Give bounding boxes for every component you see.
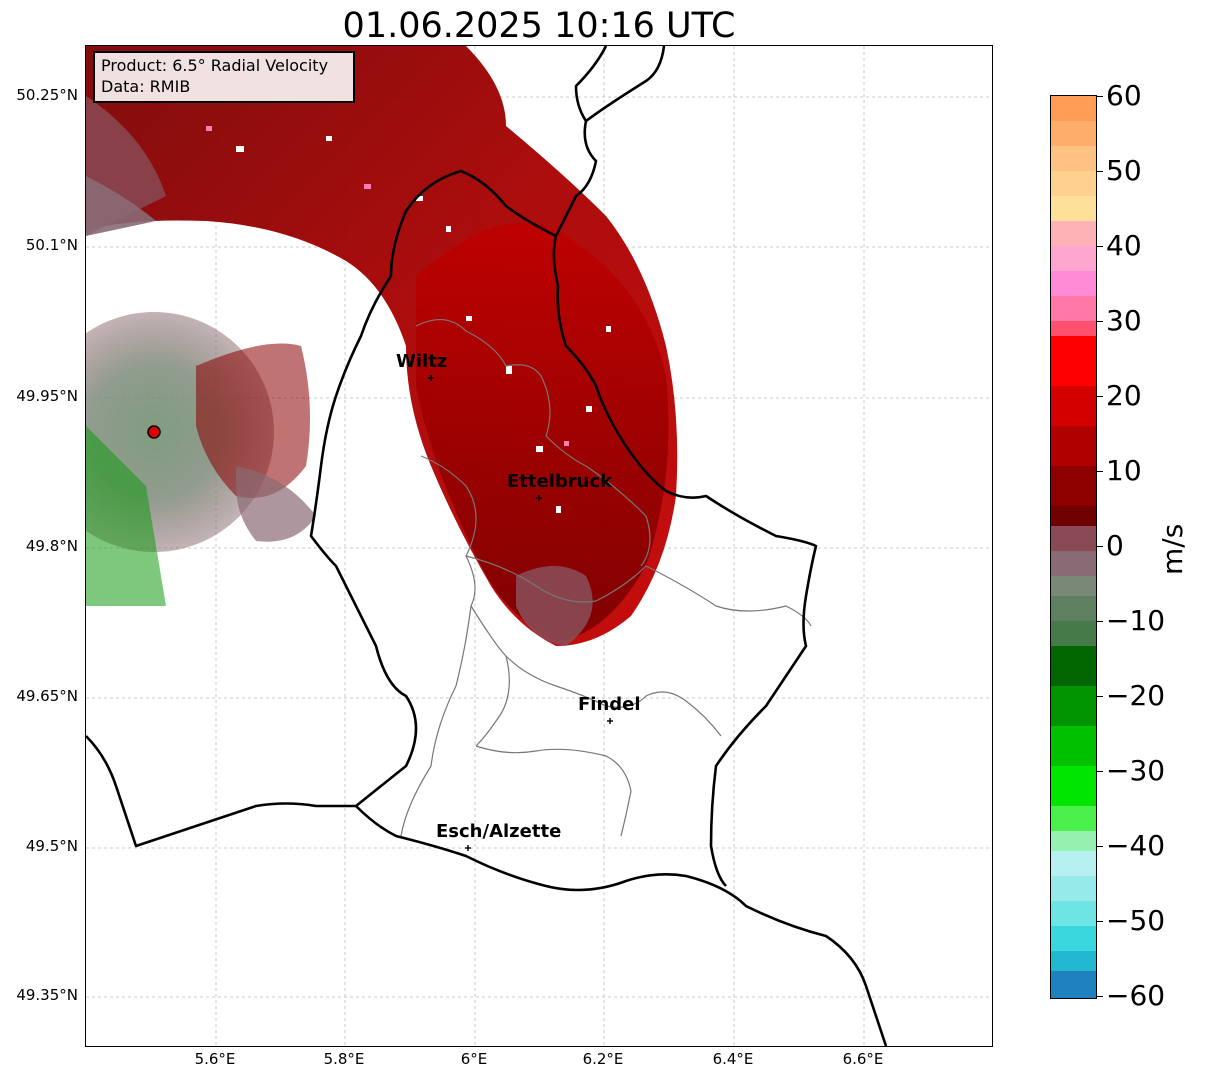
city-label-wiltz: Wiltz	[396, 351, 448, 372]
colorbar-tick-label: 50	[1106, 154, 1142, 187]
lat-label: 50.1°N	[25, 236, 78, 254]
data-source-label: Data: RMIB	[101, 77, 191, 96]
colorbar-tick-label: −50	[1106, 904, 1166, 937]
lat-label: 50.25°N	[16, 86, 78, 104]
colorbar-unit-label: m/s	[1156, 523, 1189, 575]
radar-echoes	[86, 46, 678, 646]
radar-map-canvas	[86, 46, 992, 1046]
colorbar-tick-label: −20	[1106, 679, 1166, 712]
lon-label: 6°E	[460, 1050, 488, 1068]
radar-map[interactable]	[85, 45, 993, 1047]
lon-label: 6.4°E	[712, 1050, 754, 1068]
lon-label: 6.6°E	[842, 1050, 884, 1068]
lat-label: 49.35°N	[16, 986, 78, 1004]
lat-label: 49.8°N	[25, 537, 78, 555]
district-boundaries	[400, 319, 812, 837]
velocity-colorbar	[1050, 95, 1097, 999]
colorbar-tick-label: −40	[1106, 829, 1166, 862]
colorbar-tick-label: −10	[1106, 604, 1166, 637]
lon-label: 6.2°E	[582, 1050, 624, 1068]
lat-label: 49.5°N	[25, 837, 78, 855]
city-markers	[428, 375, 613, 851]
colorbar-tick-label: 10	[1106, 454, 1142, 487]
colorbar-tick-label: −30	[1106, 754, 1166, 787]
lon-label: 5.6°E	[194, 1050, 236, 1068]
city-label-findel: Findel	[578, 694, 641, 715]
colorbar-tick-label: 20	[1106, 379, 1142, 412]
product-label: Product: 6.5° Radial Velocity	[101, 56, 329, 75]
city-label-ettelbruck: Ettelbruck	[507, 471, 613, 492]
map-title: 01.06.2025 10:16 UTC	[342, 6, 736, 46]
lat-label: 49.65°N	[16, 687, 78, 705]
colorbar-tick-label: 60	[1106, 79, 1142, 112]
colorbar-tick-label: 0	[1106, 529, 1124, 562]
colorbar-tick-label: 40	[1106, 229, 1142, 262]
colorbar-tick-label: 30	[1106, 304, 1142, 337]
country-borders	[86, 46, 888, 1046]
product-info-box: Product: 6.5° Radial Velocity Data: RMIB	[93, 51, 355, 103]
lon-label: 5.8°E	[323, 1050, 365, 1068]
city-label-esch-alzette: Esch/Alzette	[436, 821, 562, 842]
colorbar-tick-label: −60	[1106, 979, 1166, 1012]
lat-label: 49.95°N	[16, 387, 78, 405]
